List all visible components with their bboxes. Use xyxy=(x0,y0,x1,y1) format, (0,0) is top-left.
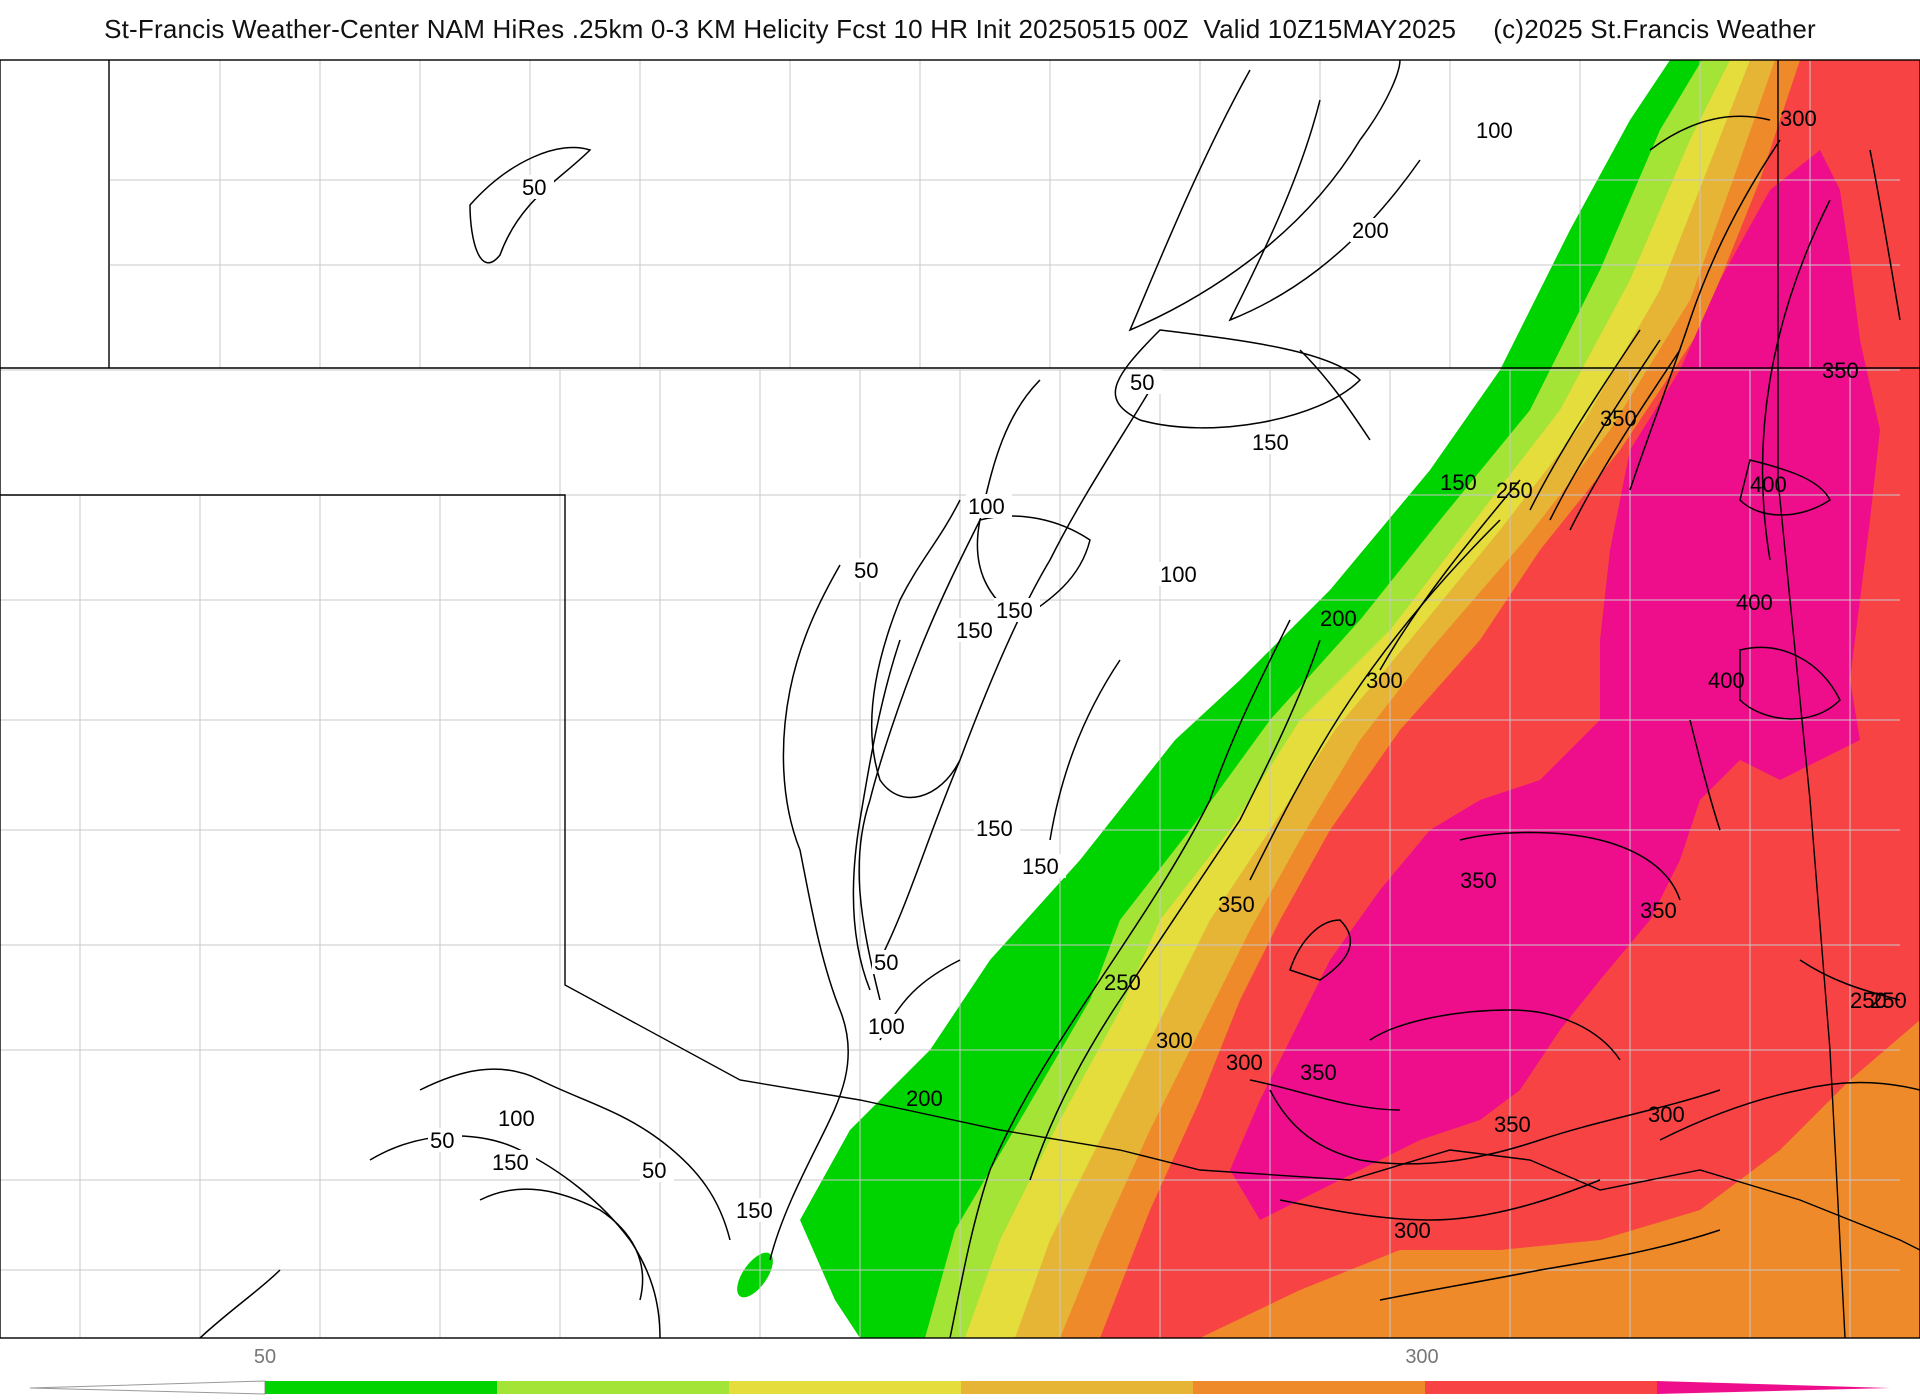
colorbar-bin-300 xyxy=(1425,1381,1657,1394)
colorbar-bin-350plus xyxy=(1657,1381,1890,1394)
contour-label: 150 xyxy=(996,598,1033,623)
contour-label: 300 xyxy=(1366,668,1403,693)
contour-label: 200 xyxy=(906,1086,943,1111)
contour-label: 300 xyxy=(1394,1218,1431,1243)
contour-label: 150 xyxy=(956,618,993,643)
contour-label: 250 xyxy=(1870,988,1907,1013)
contour-label: 150 xyxy=(492,1150,529,1175)
colorbar-bin-200 xyxy=(961,1381,1193,1394)
contour-label: 200 xyxy=(1320,606,1357,631)
contour-label: 100 xyxy=(1160,562,1197,587)
contour-label: 150 xyxy=(1440,470,1477,495)
contour-label: 300 xyxy=(1648,1102,1685,1127)
contour-label: 350 xyxy=(1822,358,1859,383)
contour-label: 300 xyxy=(1226,1050,1263,1075)
state-borders xyxy=(0,59,1920,1339)
helicity-contours xyxy=(199,60,1920,1338)
colorbar-bin-lt50 xyxy=(29,1380,266,1395)
contour-label: 150 xyxy=(1252,430,1289,455)
contour-label: 150 xyxy=(1022,854,1059,879)
contour-label: 100 xyxy=(868,1014,905,1039)
colorbar xyxy=(29,1380,1890,1395)
contour-label: 50 xyxy=(1130,370,1154,395)
contour-label: 350 xyxy=(1300,1060,1337,1085)
map-title: St-Francis Weather-Center NAM HiRes .25k… xyxy=(104,14,1816,44)
band-50-blob xyxy=(737,1252,773,1298)
contour-label: 50 xyxy=(874,950,898,975)
contour-label: 150 xyxy=(736,1198,773,1223)
contour-label: 250 xyxy=(1104,970,1141,995)
filled-helicity-bands xyxy=(0,60,1920,1338)
contour-label: 300 xyxy=(1780,106,1817,131)
contour-label: 350 xyxy=(1460,868,1497,893)
colorbar-tick-300: 300 xyxy=(1405,1346,1439,1368)
contour-label: 50 xyxy=(642,1158,666,1183)
band-350 xyxy=(1230,150,1880,1220)
colorbar-bin-100 xyxy=(497,1381,729,1394)
contour-label: 100 xyxy=(1476,118,1513,143)
colorbar-tick-50: 50 xyxy=(253,1346,277,1368)
contour-label: 350 xyxy=(1218,892,1255,917)
contour-label: 200 xyxy=(1352,218,1389,243)
contour-label: 400 xyxy=(1750,472,1787,497)
contour-label: 250 xyxy=(1496,478,1533,503)
contour-label: 250 xyxy=(1850,988,1887,1013)
contour-label: 100 xyxy=(498,1106,535,1131)
contour-label: 300 xyxy=(1156,1028,1193,1053)
contour-label: 50 xyxy=(854,558,878,583)
contour-label: 400 xyxy=(1736,590,1773,615)
colorbar-bin-50 xyxy=(265,1381,497,1394)
colorbar-bin-150 xyxy=(729,1381,961,1394)
contour-label: 350 xyxy=(1600,406,1637,431)
colorbar-bin-250 xyxy=(1193,1381,1425,1394)
contour-label: 150 xyxy=(976,816,1013,841)
contour-label: 100 xyxy=(968,494,1005,519)
contour-label: 50 xyxy=(430,1128,454,1153)
contour-labels: 50 50 100 200 50 150 100 50 100 150 150 … xyxy=(428,106,1907,1243)
contour-label: 350 xyxy=(1640,898,1677,923)
contour-label: 50 xyxy=(522,175,546,200)
contour-label: 400 xyxy=(1708,668,1745,693)
contour-label: 350 xyxy=(1494,1112,1531,1137)
